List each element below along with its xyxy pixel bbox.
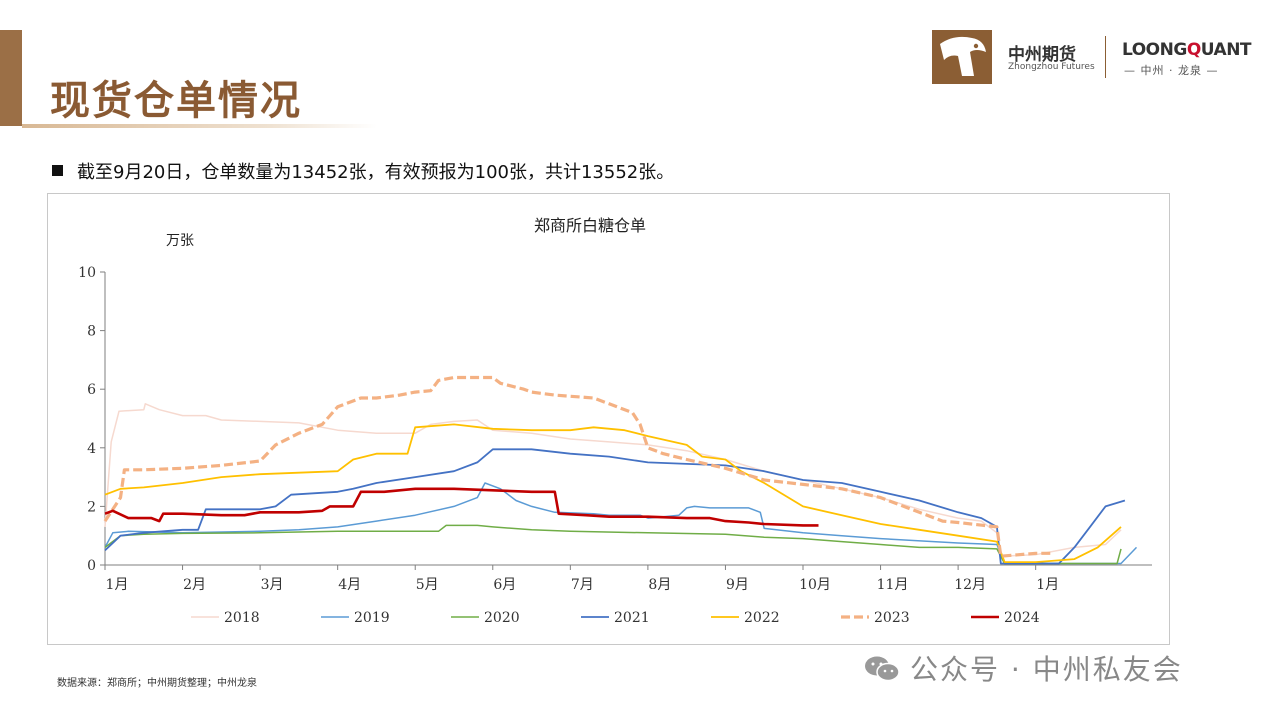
legend-label-2020: 2020 [484, 610, 520, 626]
summary-text: 截至9月20日，仓单数量为13452张，有效预报为100张，共计13552张。 [77, 162, 675, 183]
series-line-2024 [104, 487, 819, 527]
x-tick-label: 9月 [726, 577, 749, 593]
x-tick-label: 3月 [261, 577, 284, 593]
legend-label-2019: 2019 [354, 610, 390, 626]
y-tick-label: 8 [87, 324, 96, 340]
loongquant-subtitle: — 中州 · 龙泉 — [1124, 64, 1219, 77]
x-tick-label: 10月 [799, 577, 831, 593]
zhongzhou-logo-icon [932, 30, 992, 84]
title-underline [22, 124, 377, 128]
chart-frame: 郑商所白糖仓单 万张 0 2 4 6 8 10 1月 2月 3月 4月 5月 6月 7月 8月 9月 10月 1… [47, 193, 1170, 645]
y-tick-label: 4 [87, 441, 96, 457]
series-line-2020 [104, 524, 1122, 565]
legend-label-2023: 2023 [874, 610, 910, 626]
x-tick-label: 8月 [648, 577, 671, 593]
x-tick-label: 12月 [954, 577, 986, 593]
x-tick-label: 7月 [571, 577, 594, 593]
series-line-2022 [104, 423, 1122, 563]
warehouse-receipt-chart: 郑商所白糖仓单 万张 0 2 4 6 8 10 1月 2月 3月 4月 5月 6月 7月 8月 9月 10月 1… [78, 216, 1152, 626]
page-title: 现货仓单情况 [50, 78, 302, 124]
y-tick-label: 2 [87, 499, 96, 515]
x-tick-label: 2月 [183, 577, 206, 593]
x-tick-label: 4月 [338, 577, 361, 593]
series-line-2023 [103, 375, 1052, 558]
title-accent-bar [0, 30, 22, 126]
chart-title: 郑商所白糖仓单 [534, 216, 646, 235]
x-tick-label: 6月 [493, 577, 516, 593]
series-line-2021 [104, 448, 1126, 565]
legend-label-2022: 2022 [744, 610, 780, 626]
wechat-account-name: 公众号 · 中州私友会 [910, 653, 1183, 686]
series-line-2019 [104, 482, 1138, 565]
loongquant-logo: LOONGQUANT [1122, 40, 1252, 60]
loongquant-suffix: UANT [1200, 40, 1252, 60]
x-tick-label: 5月 [416, 577, 439, 593]
x-tick-label: 1月 [1036, 577, 1059, 593]
summary-bullet: 截至9月20日，仓单数量为13452张，有效预报为100张，共计13552张。 [52, 158, 674, 184]
bullet-square-icon [52, 165, 63, 176]
brand-name-en: Zhongzhou Futures [1008, 62, 1095, 72]
wechat-watermark: 公众号 · 中州私友会 [864, 648, 1183, 688]
x-tick-label: 1月 [106, 577, 129, 593]
brand-name-cn: 中州期货 [1008, 45, 1076, 65]
series-line-2018 [104, 403, 1122, 557]
y-tick-label: 10 [78, 265, 96, 281]
wechat-icon [864, 655, 900, 683]
y-axis-unit: 万张 [166, 233, 194, 249]
legend-label-2018: 2018 [224, 610, 260, 626]
y-tick-label: 0 [87, 558, 96, 574]
logo-divider [1105, 36, 1106, 78]
loongquant-accent: Q [1186, 40, 1201, 60]
y-tick-label: 6 [87, 382, 96, 398]
legend-label-2024: 2024 [1004, 610, 1040, 626]
legend-label-2021: 2021 [614, 610, 650, 626]
data-source-note: 数据来源：郑商所；中州期货整理；中州龙泉 [57, 678, 257, 689]
loongquant-prefix: LOONG [1122, 40, 1187, 60]
x-tick-label: 11月 [877, 577, 909, 593]
